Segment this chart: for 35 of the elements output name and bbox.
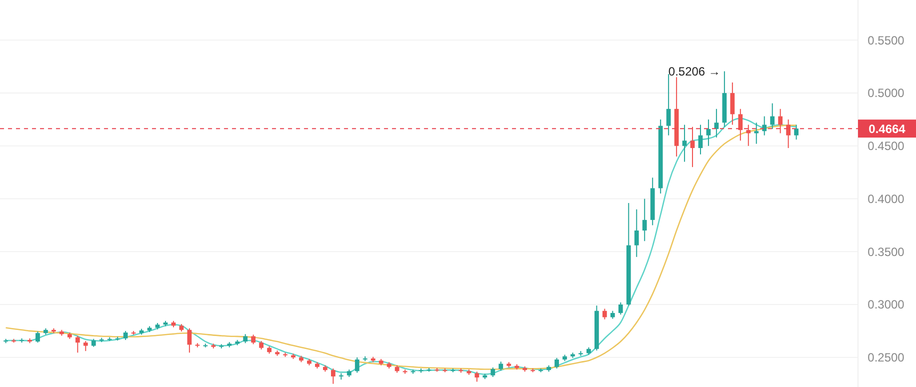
y-tick-label: 0.3000 [868,298,905,312]
candlestick [251,334,256,345]
candlestick [75,335,80,354]
ref-line-label: 0.4664 [868,122,906,136]
y-tick-label: 0.5000 [868,86,905,100]
candlestick [490,366,496,378]
candlestick [330,368,336,384]
candlestick [770,102,775,130]
candlestick [554,357,559,369]
y-tick-label: 0.3500 [868,244,905,259]
candlestick [738,108,743,142]
candlestick [642,198,647,242]
y-tick-label: 0.2500 [868,350,905,365]
y-tick-label: 0.5500 [868,33,905,48]
y-tick-label: 0.4000 [868,192,905,206]
candlestick [83,340,88,352]
candlestick [754,122,759,144]
candlestick [794,124,799,140]
candlestick [746,124,751,146]
candlestick [730,82,735,126]
candlestick [474,371,480,382]
annotation: 0.5206 → [668,64,720,78]
candlestick [36,330,40,344]
candlestick [354,356,360,374]
candlestick [698,124,703,155]
candlestick [706,118,711,146]
candlestick [778,108,783,134]
candlestick [682,124,687,162]
candlestick [618,302,623,316]
candlestick [762,116,767,136]
candlestick [602,308,607,320]
candlestick [786,118,791,149]
candlestick [690,126,695,168]
candlestick [634,208,639,258]
y-tick-label: 0.4500 [868,139,905,154]
